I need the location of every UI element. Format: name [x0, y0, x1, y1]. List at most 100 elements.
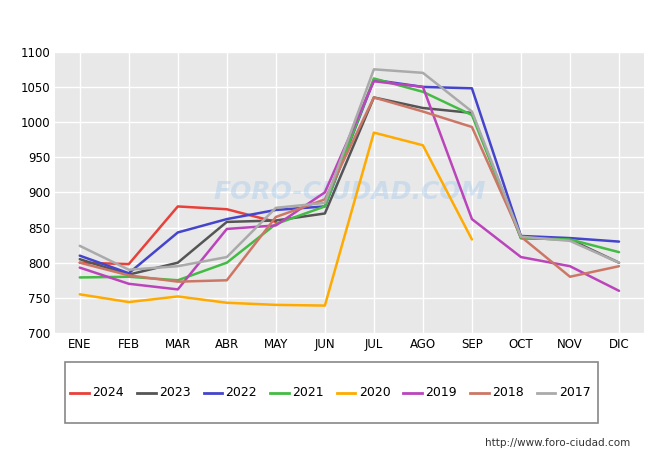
2023 — [517, 235, 525, 241]
2018 — [468, 124, 476, 130]
2019 — [272, 223, 280, 228]
2019 — [468, 216, 476, 222]
2018 — [615, 264, 623, 269]
2024 — [125, 261, 133, 267]
Text: 2023: 2023 — [159, 386, 190, 399]
2023 — [566, 237, 574, 242]
2018 — [125, 273, 133, 278]
Line: 2020: 2020 — [80, 133, 472, 306]
2021 — [174, 278, 182, 283]
2023 — [321, 211, 329, 216]
2018 — [174, 279, 182, 284]
2023 — [174, 260, 182, 265]
2018 — [76, 260, 84, 265]
2017 — [321, 200, 329, 206]
2017 — [468, 109, 476, 114]
2017 — [76, 243, 84, 248]
Text: 2024: 2024 — [92, 386, 124, 399]
2020 — [174, 294, 182, 299]
2022 — [615, 239, 623, 244]
2019 — [517, 254, 525, 260]
2017 — [370, 67, 378, 72]
2018 — [272, 214, 280, 220]
2019 — [223, 226, 231, 232]
Text: http://www.foro-ciudad.com: http://www.foro-ciudad.com — [486, 438, 630, 448]
2021 — [566, 237, 574, 242]
2020 — [76, 292, 84, 297]
Line: 2019: 2019 — [80, 81, 619, 291]
2021 — [517, 235, 525, 241]
2021 — [76, 275, 84, 280]
2018 — [223, 278, 231, 283]
2020 — [321, 303, 329, 308]
Text: 2022: 2022 — [226, 386, 257, 399]
2023 — [272, 218, 280, 223]
2020 — [272, 302, 280, 308]
2023 — [76, 256, 84, 262]
2020 — [223, 300, 231, 306]
2023 — [615, 260, 623, 265]
2019 — [370, 79, 378, 84]
2021 — [468, 112, 476, 118]
2022 — [76, 253, 84, 258]
Text: 2017: 2017 — [559, 386, 590, 399]
2018 — [321, 197, 329, 202]
2022 — [566, 235, 574, 241]
2024 — [223, 207, 231, 212]
Text: 2021: 2021 — [292, 386, 324, 399]
2020 — [419, 143, 427, 148]
2024 — [174, 204, 182, 209]
2022 — [419, 84, 427, 90]
2017 — [125, 267, 133, 272]
2019 — [615, 288, 623, 293]
2023 — [370, 95, 378, 100]
2022 — [272, 207, 280, 213]
2021 — [419, 89, 427, 94]
2023 — [223, 219, 231, 225]
Text: FORO-CIUDAD.COM: FORO-CIUDAD.COM — [213, 180, 486, 204]
2022 — [370, 77, 378, 83]
Text: 2018: 2018 — [492, 386, 524, 399]
2023 — [419, 105, 427, 111]
2022 — [174, 230, 182, 235]
2018 — [566, 274, 574, 279]
2019 — [76, 265, 84, 270]
2018 — [419, 109, 427, 114]
2019 — [566, 264, 574, 269]
2023 — [468, 110, 476, 116]
Line: 2018: 2018 — [80, 98, 619, 282]
2024 — [76, 260, 84, 265]
2020 — [468, 237, 476, 242]
Text: 2020: 2020 — [359, 386, 391, 399]
2023 — [125, 272, 133, 277]
2019 — [321, 190, 329, 195]
FancyBboxPatch shape — [65, 362, 598, 423]
2017 — [223, 254, 231, 260]
2022 — [468, 86, 476, 91]
2024 — [272, 219, 280, 225]
2018 — [370, 95, 378, 100]
2021 — [223, 260, 231, 265]
Line: 2022: 2022 — [80, 80, 619, 273]
2021 — [370, 76, 378, 81]
2017 — [566, 238, 574, 243]
2019 — [419, 84, 427, 90]
2018 — [517, 234, 525, 239]
Line: 2017: 2017 — [80, 69, 619, 270]
Line: 2024: 2024 — [80, 207, 276, 264]
2022 — [321, 204, 329, 209]
Line: 2023: 2023 — [80, 98, 619, 274]
2017 — [272, 205, 280, 211]
2019 — [125, 281, 133, 287]
2021 — [125, 274, 133, 279]
2021 — [272, 221, 280, 227]
2017 — [517, 234, 525, 239]
2017 — [615, 260, 623, 265]
2017 — [419, 70, 427, 76]
2022 — [223, 216, 231, 222]
2022 — [517, 233, 525, 238]
2017 — [174, 264, 182, 269]
Text: Afiliados en Colunga a 31/5/2024: Afiliados en Colunga a 31/5/2024 — [159, 14, 491, 33]
2020 — [125, 299, 133, 305]
2021 — [615, 249, 623, 255]
